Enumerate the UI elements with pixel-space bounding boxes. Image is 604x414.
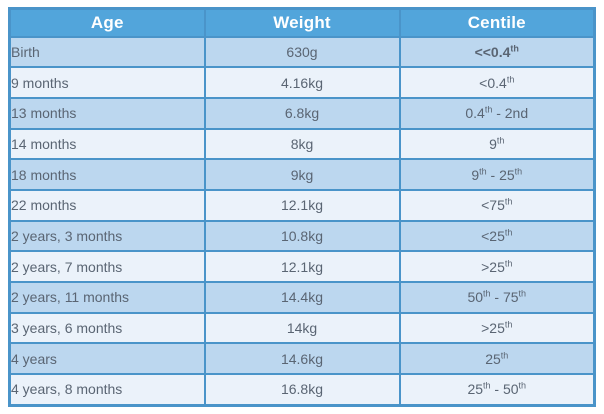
centile-cell: 0.4th - 2nd: [398, 96, 596, 130]
centile-cell: <75th: [398, 188, 596, 222]
weight-cell: 6.8kg: [203, 96, 401, 130]
weight-cell: 9kg: [203, 158, 401, 191]
age-cell: 9 months: [8, 66, 206, 99]
table-row: 2 years, 7 months 12.1kg >25th: [8, 250, 596, 283]
centile-cell: 50th - 75th: [398, 280, 596, 314]
table-row: 22 months 12.1kg <75th: [8, 188, 596, 222]
column-header-weight: Weight: [203, 7, 401, 38]
column-header-age: Age: [8, 7, 206, 38]
weight-cell: 10.8kg: [203, 219, 401, 253]
growth-table: Age Weight Centile Birth 630g <<0.4th 9 mon…: [8, 7, 596, 407]
weight-cell: 16.8kg: [203, 372, 401, 407]
table-row: Birth 630g <<0.4th: [8, 35, 596, 69]
table-row: 18 months 9kg 9th - 25th: [8, 158, 596, 191]
weight-cell: 12.1kg: [203, 250, 401, 283]
age-cell: 13 months: [8, 96, 206, 130]
age-cell: 2 years, 11 months: [8, 280, 206, 314]
weight-cell: 8kg: [203, 127, 401, 161]
weight-cell: 630g: [203, 35, 401, 69]
age-cell: 18 months: [8, 158, 206, 191]
age-cell: 4 years: [8, 342, 206, 375]
centile-cell: <25th: [398, 219, 596, 253]
age-cell: 4 years, 8 months: [8, 372, 206, 407]
table-row: 4 years, 8 months 16.8kg 25th - 50th: [8, 372, 596, 407]
centile-cell: >25th: [398, 250, 596, 283]
table-row: 3 years, 6 months 14kg >25th: [8, 311, 596, 345]
column-header-centile: Centile: [398, 7, 596, 38]
age-cell: 2 years, 3 months: [8, 219, 206, 253]
table-row: 9 months 4.16kg <0.4th: [8, 66, 596, 99]
table-row: 4 years 14.6kg 25th: [8, 342, 596, 375]
table-header: Age Weight Centile: [8, 7, 596, 38]
centile-cell: 25th: [398, 342, 596, 375]
weight-cell: 4.16kg: [203, 66, 401, 99]
weight-cell: 14.6kg: [203, 342, 401, 375]
centile-cell: 25th - 50th: [398, 372, 596, 407]
age-cell: 22 months: [8, 188, 206, 222]
table-row: 14 months 8kg 9th: [8, 127, 596, 161]
age-cell: 3 years, 6 months: [8, 311, 206, 345]
weight-cell: 14kg: [203, 311, 401, 345]
age-cell: 2 years, 7 months: [8, 250, 206, 283]
weight-cell: 12.1kg: [203, 188, 401, 222]
centile-cell: >25th: [398, 311, 596, 345]
centile-cell: 9th: [398, 127, 596, 161]
age-cell: Birth: [8, 35, 206, 69]
table-row: 13 months 6.8kg 0.4th - 2nd: [8, 96, 596, 130]
header-row: Age Weight Centile: [8, 7, 596, 38]
table-body: Birth 630g <<0.4th 9 months 4.16kg <0.4th 13 m…: [8, 35, 596, 407]
centile-cell: <<0.4th: [398, 35, 596, 69]
centile-cell: 9th - 25th: [398, 158, 596, 191]
table-row: 2 years, 11 months 14.4kg 50th - 75th: [8, 280, 596, 314]
weight-cell: 14.4kg: [203, 280, 401, 314]
table-row: 2 years, 3 months 10.8kg <25th: [8, 219, 596, 253]
age-cell: 14 months: [8, 127, 206, 161]
centile-cell: <0.4th: [398, 66, 596, 99]
